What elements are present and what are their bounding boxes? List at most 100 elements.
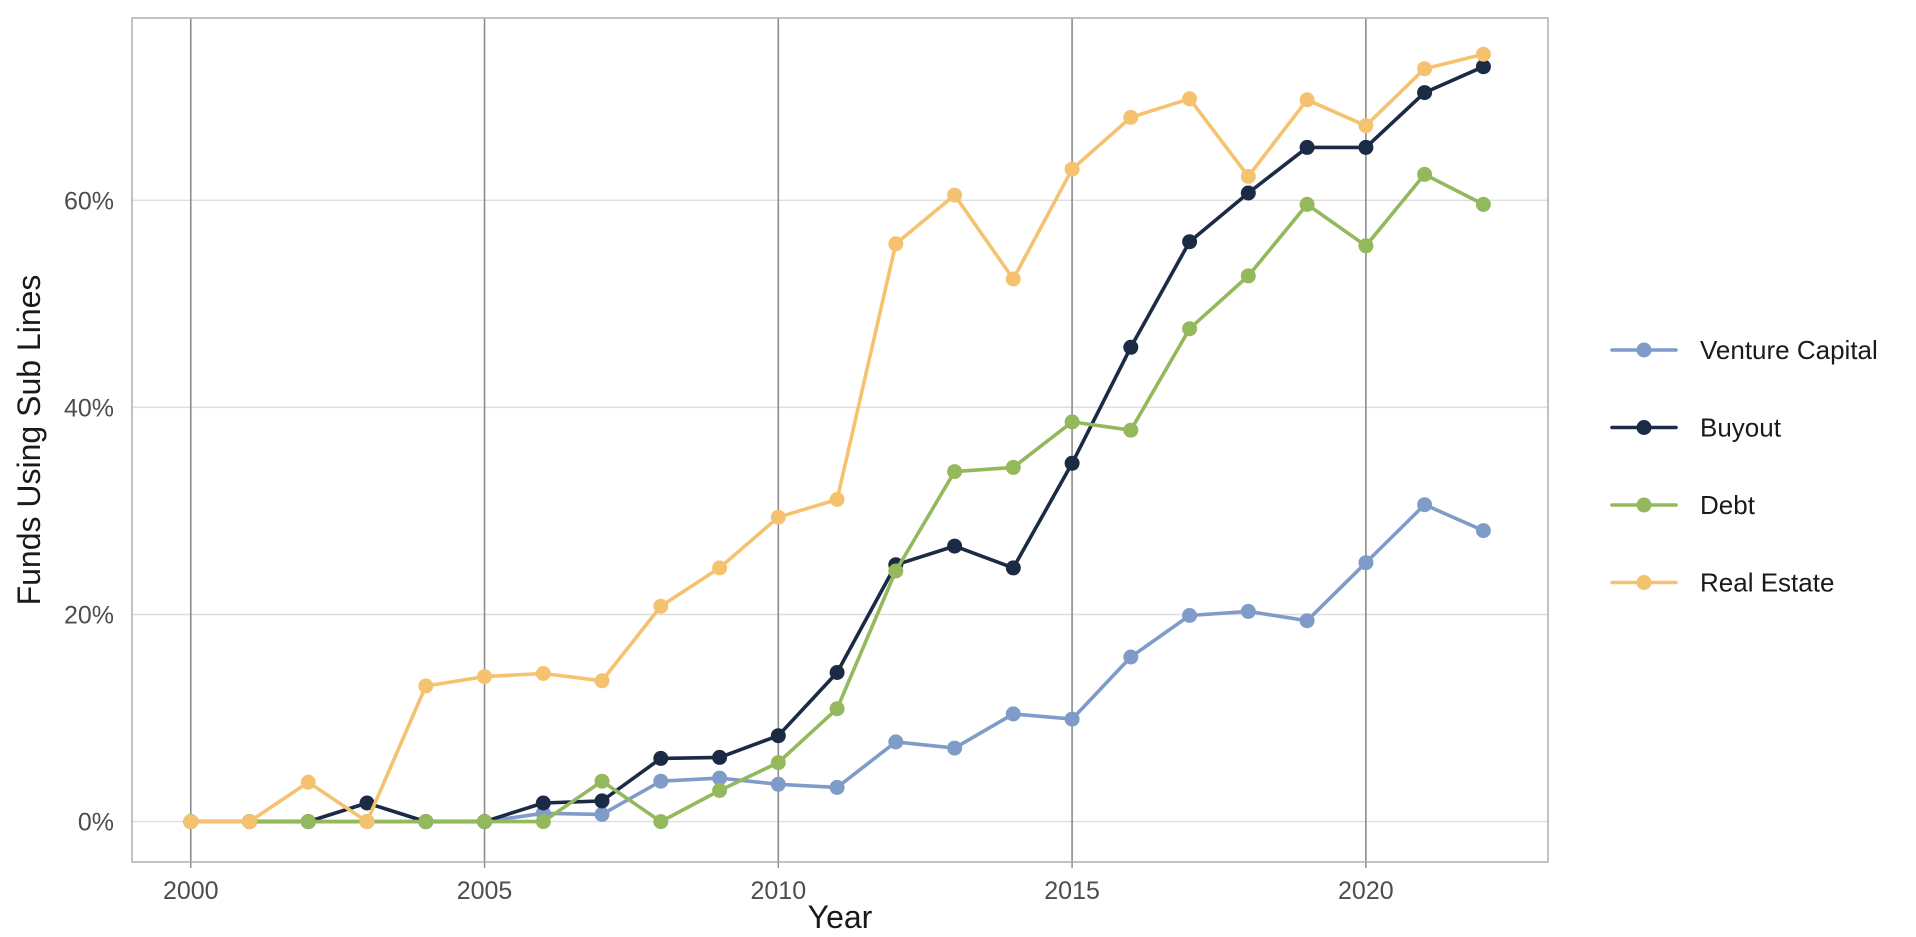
data-point [594, 793, 610, 809]
data-point [477, 669, 492, 685]
y-tick-label: 0% [78, 809, 114, 837]
data-point [1358, 555, 1374, 571]
x-axis-title: Year [808, 899, 873, 935]
data-point [594, 773, 610, 789]
data-point [653, 750, 669, 766]
data-point [594, 673, 610, 689]
data-point [1005, 459, 1021, 475]
data-point [1005, 560, 1021, 576]
legend-item: Debt [1610, 490, 1756, 520]
data-point [1123, 649, 1139, 665]
data-point [1064, 414, 1080, 430]
data-point [183, 814, 199, 830]
data-point [888, 563, 904, 579]
data-point [1005, 271, 1021, 287]
y-axis-title: Funds Using Sub Lines [11, 275, 47, 606]
data-point [1417, 61, 1433, 77]
data-point [770, 776, 786, 792]
data-point [653, 773, 669, 789]
legend-marker [1636, 575, 1652, 590]
data-point [1417, 85, 1433, 101]
data-point [359, 814, 375, 830]
legend-item: Buyout [1610, 413, 1782, 443]
data-point [1123, 109, 1139, 125]
data-point [1475, 523, 1491, 539]
data-point [712, 783, 728, 798]
data-point [535, 814, 551, 830]
y-tick-label: 20% [64, 601, 114, 629]
data-point [1182, 321, 1198, 337]
data-point [1240, 185, 1256, 201]
x-tick-label: 2000 [163, 877, 219, 905]
data-point [653, 814, 669, 830]
legend-label: Buyout [1700, 413, 1782, 443]
data-point [1182, 234, 1198, 250]
data-point [1064, 161, 1080, 177]
data-point [1417, 166, 1433, 182]
data-point [1064, 455, 1080, 471]
data-point [535, 666, 551, 681]
panel-border [131, 17, 1549, 863]
legend-label: Debt [1700, 490, 1756, 520]
legend-marker [1636, 342, 1652, 358]
data-point [770, 728, 786, 744]
data-point [242, 814, 257, 830]
data-point [1299, 196, 1315, 212]
data-point [1358, 238, 1374, 254]
data-point [300, 774, 316, 790]
data-point [1475, 46, 1491, 62]
data-point [829, 492, 845, 507]
data-point [594, 806, 610, 822]
data-point [1182, 608, 1198, 623]
data-point [1417, 497, 1433, 513]
data-point [888, 236, 904, 252]
data-point [359, 795, 375, 811]
x-tick-label: 2010 [750, 877, 806, 905]
data-point [477, 814, 492, 830]
data-point [1240, 603, 1256, 619]
data-point [300, 814, 316, 830]
data-point [829, 779, 845, 795]
series-real-estate [183, 46, 1491, 830]
data-point [418, 814, 434, 830]
legend-marker [1636, 420, 1652, 435]
y-tick-label: 40% [64, 394, 114, 422]
legend-marker [1636, 497, 1652, 513]
data-point [770, 755, 786, 771]
data-point [1240, 168, 1256, 184]
data-point [418, 678, 434, 694]
legend-item: Real Estate [1610, 568, 1834, 598]
data-point [947, 538, 963, 554]
legend-item: Venture Capital [1610, 335, 1878, 365]
data-point [1299, 139, 1315, 155]
data-point [1299, 92, 1315, 108]
y-tick-label: 60% [64, 187, 114, 215]
series-lines [183, 46, 1491, 830]
data-point [1358, 139, 1374, 155]
data-point [653, 598, 669, 614]
data-point [888, 734, 904, 750]
x-tick-label: 2005 [457, 877, 513, 905]
data-point [1475, 196, 1491, 212]
data-point [829, 665, 845, 680]
data-point [947, 187, 963, 203]
data-point [1123, 422, 1139, 438]
x-tick-label: 2015 [1044, 877, 1100, 905]
series-debt [183, 166, 1491, 830]
data-point [1005, 706, 1021, 722]
data-point [1299, 613, 1315, 629]
data-point [1358, 118, 1374, 134]
data-point [1123, 339, 1139, 355]
legend: Venture Capital Buyout Debt Real Estate [1610, 335, 1878, 598]
data-point [1240, 268, 1256, 284]
data-point [1064, 711, 1080, 727]
data-point [1182, 91, 1198, 107]
data-point [770, 509, 786, 525]
legend-label: Venture Capital [1700, 335, 1878, 365]
data-point [829, 701, 845, 717]
data-point [712, 770, 728, 786]
data-point [947, 464, 963, 480]
data-point [712, 749, 728, 765]
data-point [712, 560, 728, 576]
